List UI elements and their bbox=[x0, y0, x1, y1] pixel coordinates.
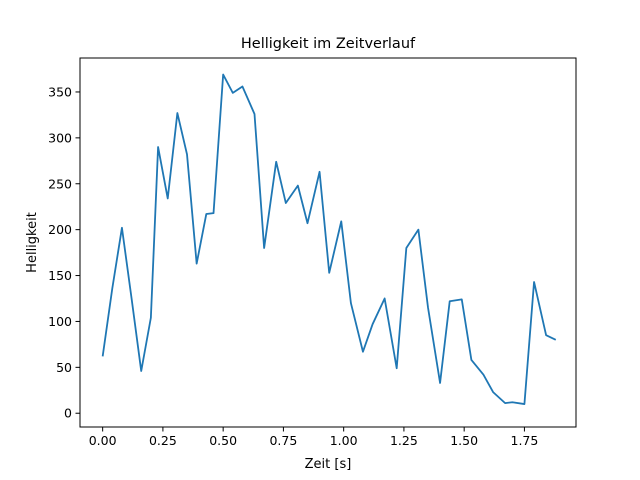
x-axis: 0.00 0.25 0.50 0.75 1.00 1.25 1.50 1.75 bbox=[89, 427, 539, 448]
x-tick-label: 1.50 bbox=[450, 433, 478, 448]
x-tick-label: 0.75 bbox=[269, 433, 297, 448]
y-axis-label: Helligkeit bbox=[25, 212, 40, 273]
y-tick-label: 250 bbox=[48, 176, 72, 191]
x-tick-label: 0.00 bbox=[89, 433, 117, 448]
y-tick-label: 350 bbox=[48, 84, 72, 99]
x-tick-label: 1.25 bbox=[390, 433, 418, 448]
y-tick-label: 100 bbox=[48, 314, 72, 329]
y-tick-label: 300 bbox=[48, 130, 72, 145]
y-tick-label: 150 bbox=[48, 268, 72, 283]
y-tick-label: 0 bbox=[64, 406, 72, 421]
y-tick-label: 50 bbox=[56, 360, 72, 375]
y-axis: 0 50 100 150 200 250 300 350 bbox=[48, 84, 80, 421]
x-tick-label: 0.25 bbox=[149, 433, 177, 448]
plot-area bbox=[79, 57, 577, 428]
y-tick-label: 200 bbox=[48, 222, 72, 237]
x-tick-label: 1.00 bbox=[330, 433, 358, 448]
series-line bbox=[101, 73, 557, 405]
series-layer bbox=[101, 73, 557, 405]
x-axis-label: Zeit [s] bbox=[305, 457, 352, 472]
chart-title: Helligkeit im Zeitverlauf bbox=[241, 36, 416, 52]
plot-frame bbox=[79, 57, 577, 428]
x-tick-label: 1.75 bbox=[511, 433, 539, 448]
x-tick-label: 0.50 bbox=[209, 433, 237, 448]
